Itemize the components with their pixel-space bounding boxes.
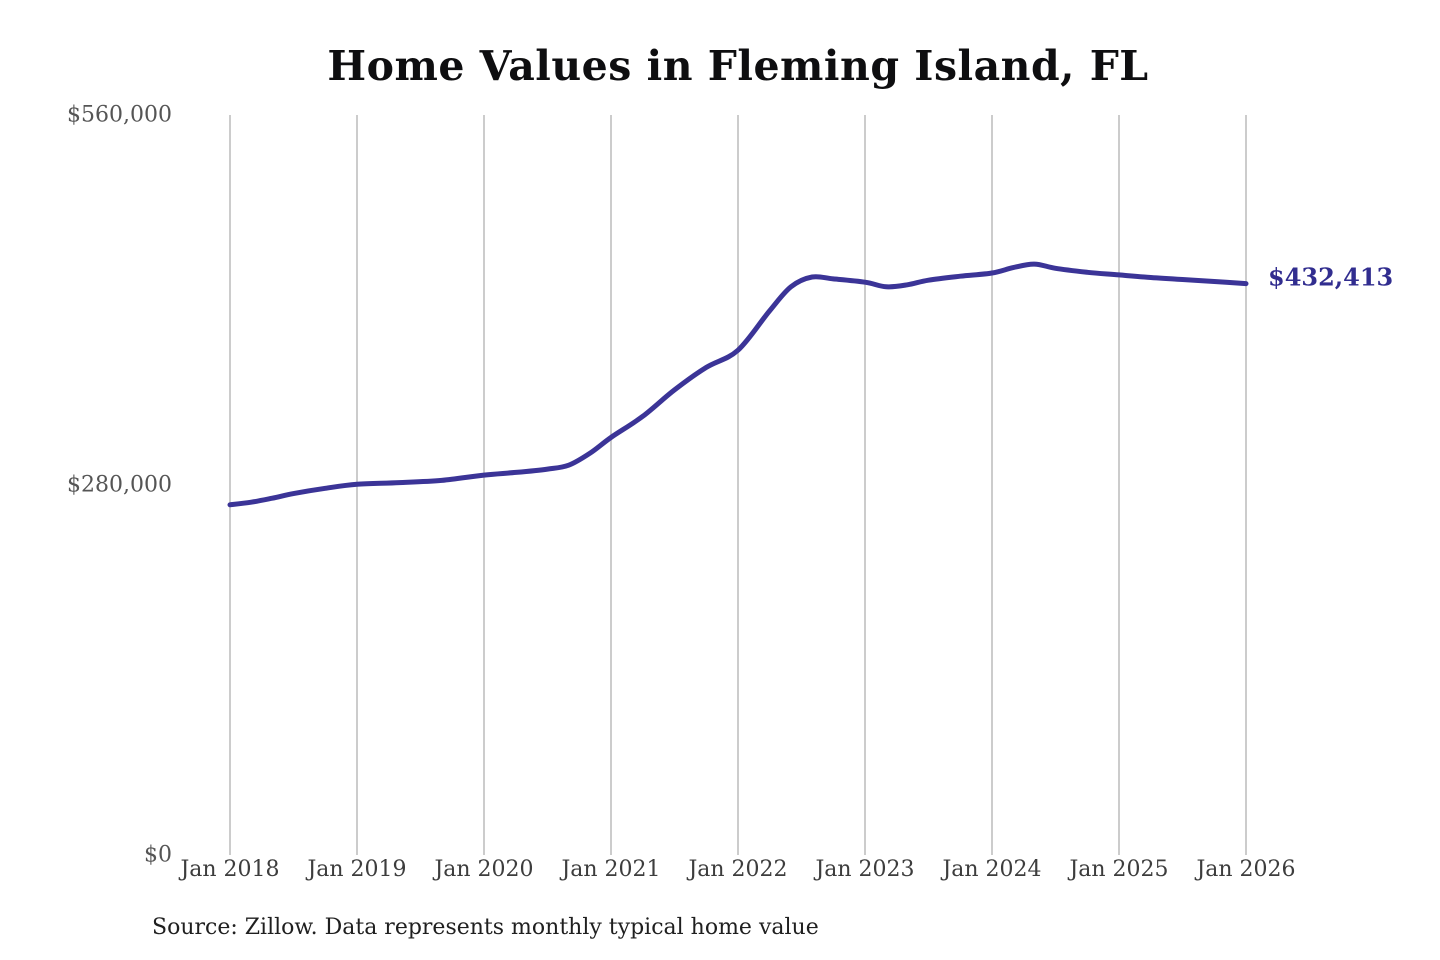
x-axis-tick-label: Jan 2019 [307,857,407,882]
x-axis: Jan 2018 Jan 2019 Jan 2020 Jan 2021 Jan 2022… [0,857,1440,889]
y-axis-tick-label: $280,000 [67,472,172,498]
x-axis-tick-label: Jan 2026 [1196,857,1296,882]
chart-title: Home Values in Fleming Island, FL [327,42,1149,90]
x-axis-tick-label: Jan 2025 [1069,857,1169,882]
latest-value-label: $432,413 [1268,262,1394,292]
y-axis: $0 $280,000 $560,000 [0,0,172,960]
source-note: Source: Zillow. Data represents monthly … [152,915,819,940]
y-axis-tick-label: $0 [144,842,172,868]
home-value-line [227,261,1249,508]
x-axis-tick-label: Jan 2024 [942,857,1042,882]
x-axis-tick-label: Jan 2021 [561,857,661,882]
y-axis-tick-label: $560,000 [67,102,172,128]
x-axis-tick-label: Jan 2022 [688,857,788,882]
x-axis-tick-label: Jan 2020 [434,857,534,882]
x-axis-tick-label: Jan 2018 [180,857,280,882]
x-axis-tick-label: Jan 2023 [815,857,915,882]
